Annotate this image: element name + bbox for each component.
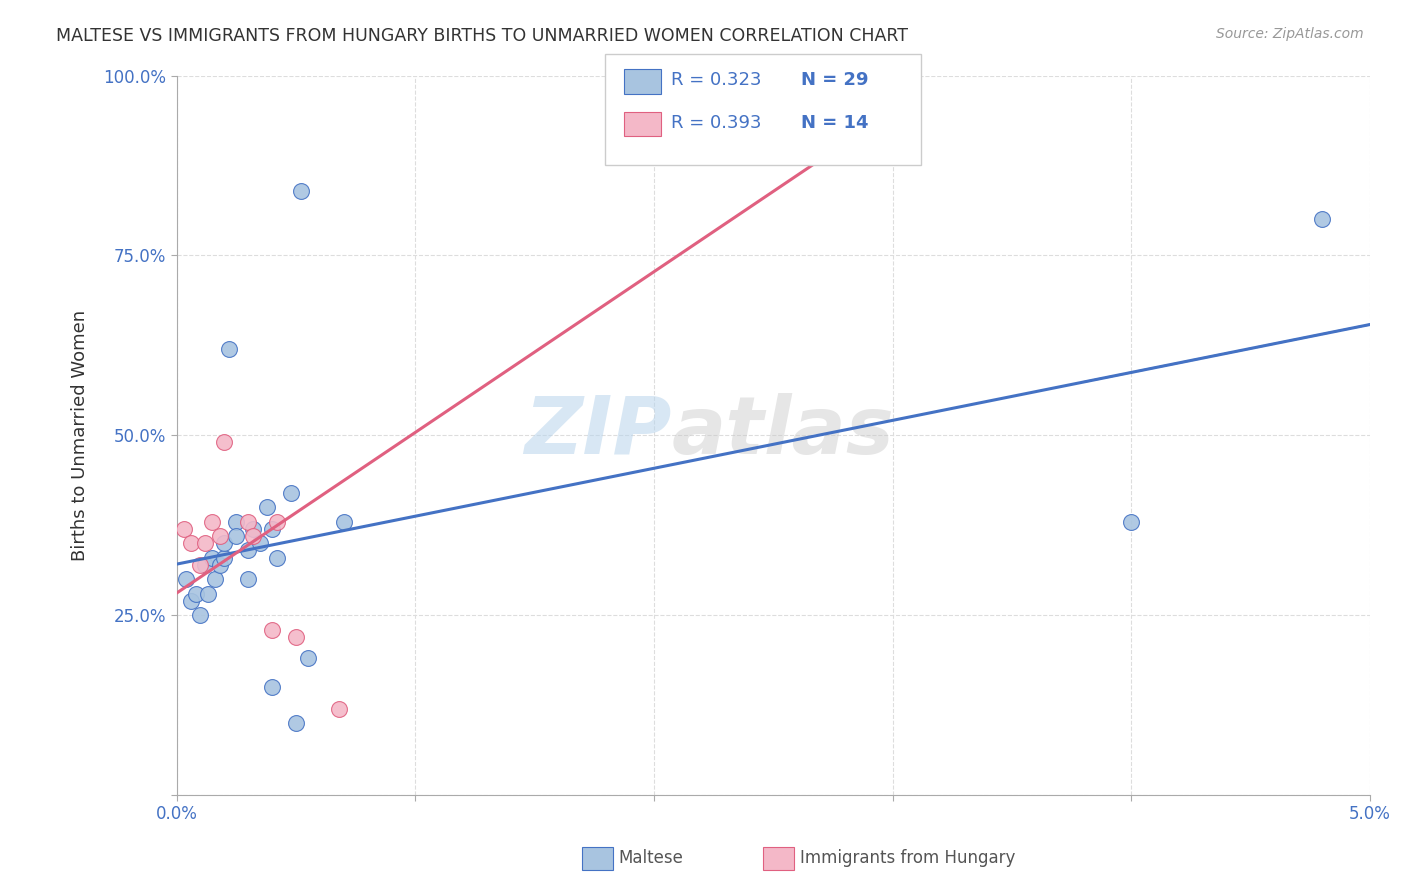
Point: [194, 536, 217, 550]
Text: atlas: atlas: [672, 392, 894, 471]
Point: [214, 550, 236, 565]
Point: [201, 515, 224, 529]
Point: [260, 522, 283, 536]
Text: N = 29: N = 29: [801, 71, 869, 89]
Point: [201, 550, 224, 565]
Point: [190, 608, 212, 623]
Point: [297, 651, 319, 665]
Point: [236, 572, 259, 586]
Point: [242, 529, 264, 543]
Point: [260, 623, 283, 637]
Point: [174, 572, 197, 586]
Point: [214, 536, 236, 550]
Point: [208, 558, 231, 572]
Point: [284, 630, 307, 644]
Text: Immigrants from Hungary: Immigrants from Hungary: [800, 849, 1015, 867]
Point: [194, 558, 217, 572]
Text: N = 14: N = 14: [801, 114, 869, 132]
Point: [1310, 212, 1333, 227]
Point: [197, 586, 219, 600]
Point: [260, 680, 283, 694]
Point: [236, 515, 259, 529]
Point: [762, 104, 785, 119]
Point: [280, 486, 302, 500]
Point: [242, 522, 264, 536]
Point: [256, 500, 278, 515]
Point: [332, 515, 354, 529]
Text: MALTESE VS IMMIGRANTS FROM HUNGARY BIRTHS TO UNMARRIED WOMEN CORRELATION CHART: MALTESE VS IMMIGRANTS FROM HUNGARY BIRTH…: [56, 27, 908, 45]
Point: [225, 529, 247, 543]
Point: [173, 522, 195, 536]
Point: [249, 536, 271, 550]
Point: [266, 550, 288, 565]
Point: [204, 572, 226, 586]
Point: [208, 529, 231, 543]
Text: R = 0.393: R = 0.393: [671, 114, 761, 132]
Text: Source: ZipAtlas.com: Source: ZipAtlas.com: [1216, 27, 1364, 41]
Point: [218, 342, 240, 356]
Point: [290, 184, 312, 198]
Text: ZIP: ZIP: [524, 392, 672, 471]
Text: Maltese: Maltese: [619, 849, 683, 867]
Point: [214, 435, 236, 450]
Point: [180, 536, 202, 550]
Point: [328, 702, 350, 716]
Point: [1121, 515, 1143, 529]
Point: [266, 515, 288, 529]
Y-axis label: Births to Unmarried Women: Births to Unmarried Women: [72, 310, 89, 561]
Point: [225, 515, 247, 529]
Point: [190, 558, 212, 572]
Point: [180, 594, 202, 608]
Point: [236, 543, 259, 558]
Text: R = 0.323: R = 0.323: [671, 71, 761, 89]
Point: [284, 716, 307, 731]
Point: [184, 586, 207, 600]
